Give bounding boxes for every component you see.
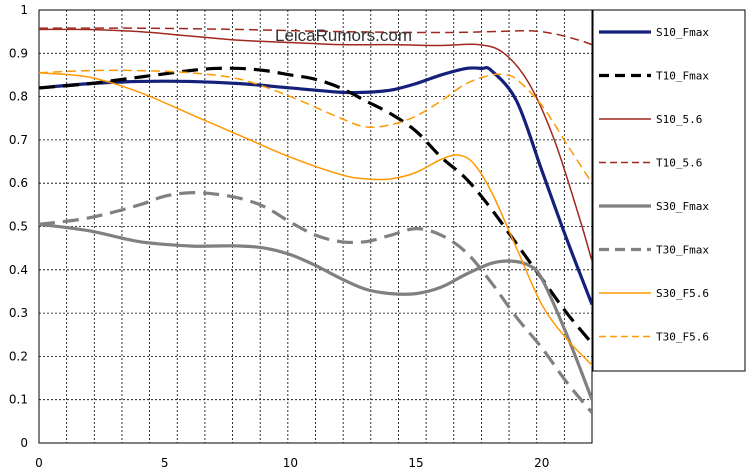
series-line-t10-5-6 <box>39 27 592 46</box>
y-tick-label: 0.1 <box>9 393 28 407</box>
legend-label-t10-5-6: T10_5.6 <box>656 157 702 170</box>
y-tick-label: 0.5 <box>9 220 28 234</box>
legend-label-s10-fmax: S10_Fmax <box>656 26 709 39</box>
y-tick-label: 0.6 <box>9 176 28 190</box>
y-tick-label: 0.7 <box>9 133 28 147</box>
legend-label-t30-fmax: T30_Fmax <box>656 244 709 257</box>
series-line-s10-fmax <box>39 66 592 306</box>
legend-label-t30-f5-6: T30_F5.6 <box>656 331 709 344</box>
series-line-s30-fmax <box>39 222 592 401</box>
watermark: LeicaRumors.com <box>275 26 412 45</box>
y-tick-label: 1 <box>20 3 28 17</box>
x-tick-label: 10 <box>283 456 298 470</box>
legend-box <box>592 9 746 372</box>
axis-labels: 00.10.20.30.40.50.60.70.80.910 5 10 15 20 <box>9 3 549 470</box>
y-tick-label: 0.8 <box>9 90 28 104</box>
y-tick-label: 0.2 <box>9 349 28 363</box>
x-tick-label: 20 <box>534 456 549 470</box>
series-line-t30-fmax <box>39 191 592 414</box>
y-tick-label: 0.9 <box>9 46 28 60</box>
series-line-t30-f5-6 <box>39 69 592 184</box>
x-tick-label: 5 <box>161 456 169 470</box>
series-line-s10-5-6 <box>39 28 592 262</box>
x-tick-label: 15 <box>408 456 423 470</box>
plot-frame <box>38 9 593 444</box>
y-tick-label: 0.3 <box>9 306 28 320</box>
y-tick-label: 0 <box>20 436 28 450</box>
series-line-t10-fmax <box>39 66 592 345</box>
x-tick-label: 0 <box>35 456 43 470</box>
series-line-s30-f5-6 <box>39 72 592 366</box>
legend-label-t10-fmax: T10_Fmax <box>656 70 709 83</box>
legend-label-s30-fmax: S30_Fmax <box>656 200 709 213</box>
legend-label-s10-5-6: S10_5.6 <box>656 113 702 126</box>
y-tick-label: 0.4 <box>9 263 28 277</box>
series-layer <box>39 27 592 414</box>
legend: S10_Fmax T10_Fmax S10_5.6 T10_5.6 S30_Fmax T3… <box>592 9 746 372</box>
legend-label-s30-f5-6: S30_F5.6 <box>656 287 709 300</box>
